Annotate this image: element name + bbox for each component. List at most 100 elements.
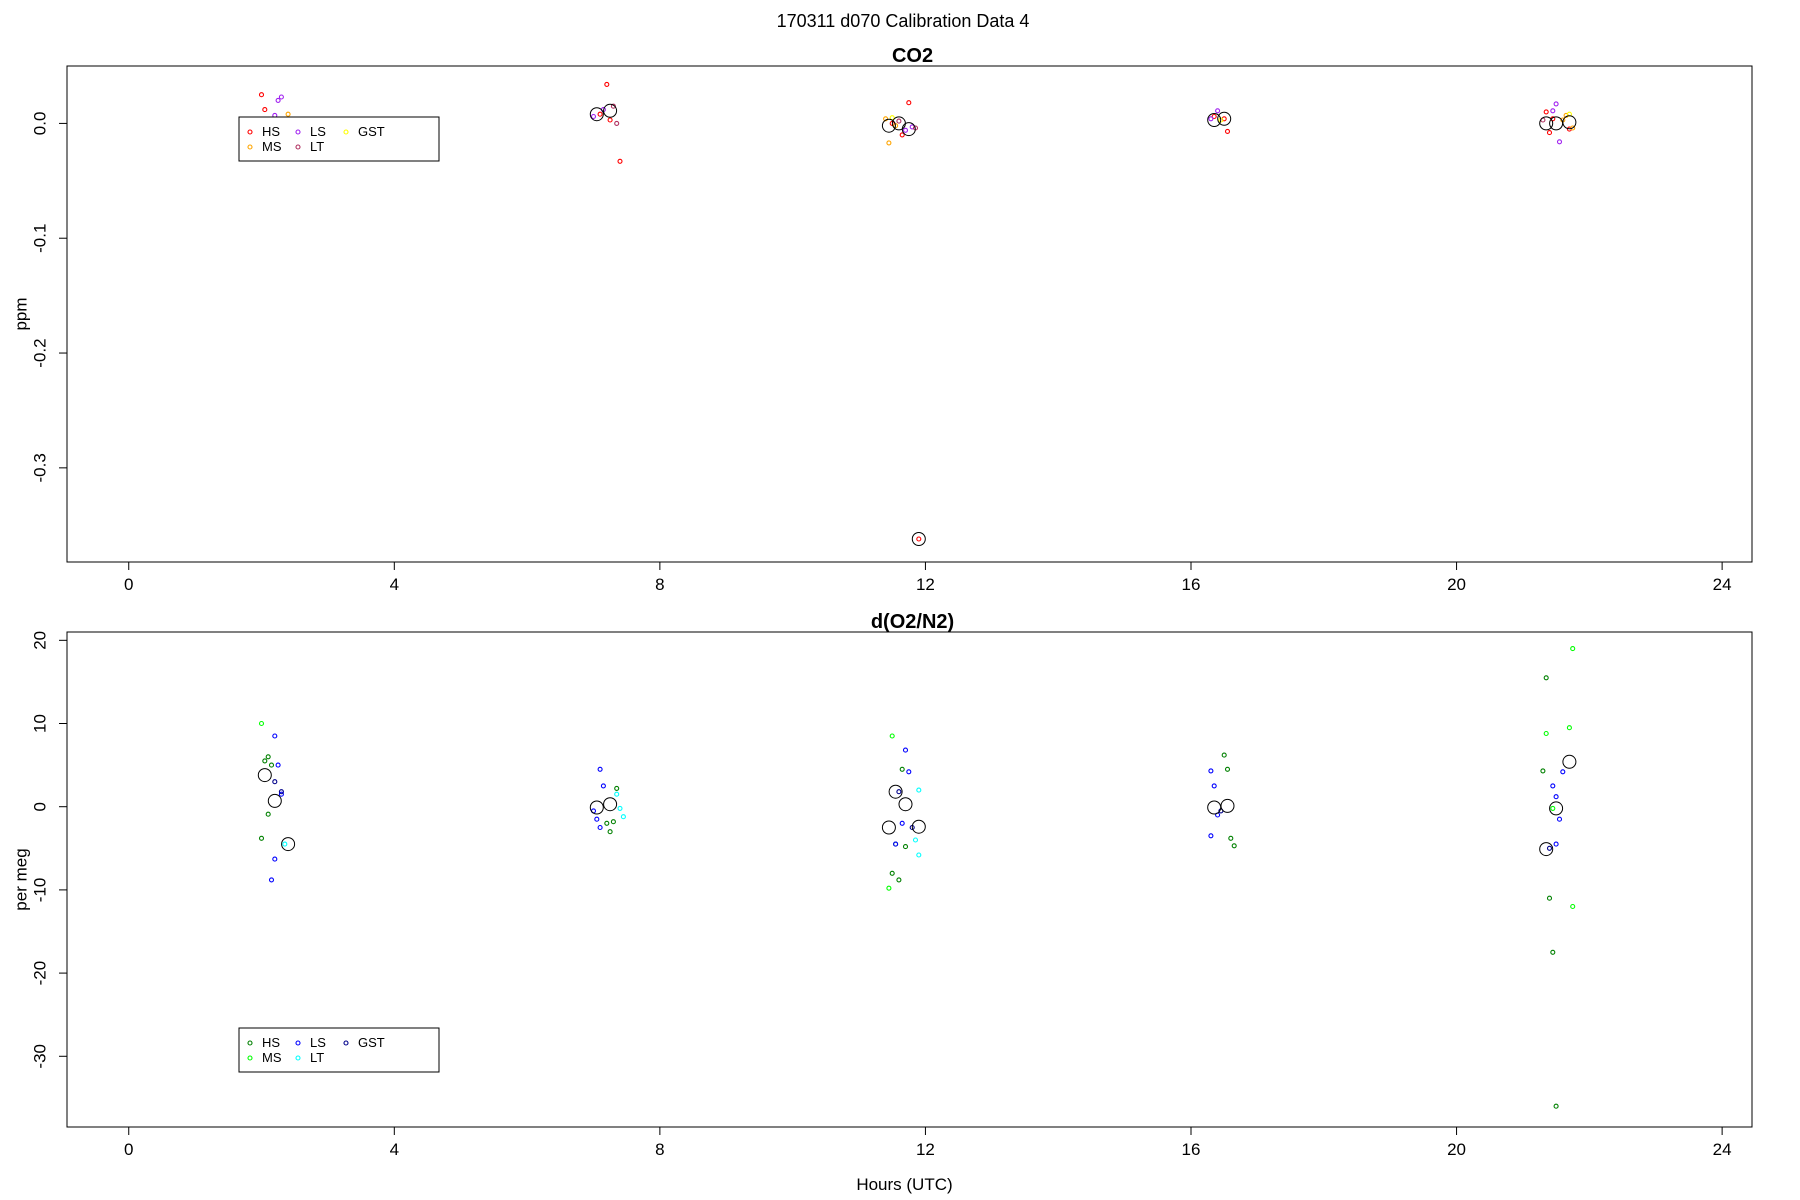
- x-tick-label: 20: [1447, 1140, 1466, 1159]
- data-point: [1231, 843, 1237, 849]
- data-point: [275, 97, 281, 103]
- data-point: [886, 885, 892, 891]
- y-tick-label: 0: [30, 802, 49, 811]
- data-point: [1556, 816, 1563, 822]
- data-point: [272, 779, 278, 785]
- data-point: [1570, 646, 1576, 652]
- series-ls: [272, 94, 1563, 145]
- data-point: [614, 120, 620, 126]
- series-lt: [282, 787, 922, 858]
- data-point: [899, 766, 905, 772]
- legend-marker: [295, 129, 301, 135]
- data-point: [1570, 903, 1576, 910]
- mean-point: [1549, 801, 1564, 816]
- data-point: [902, 127, 909, 133]
- data-point: [607, 829, 613, 835]
- data-point: [272, 856, 278, 862]
- data-point: [278, 791, 284, 797]
- data-point: [1550, 783, 1556, 789]
- legend-marker: [247, 1055, 253, 1061]
- data-point: [265, 811, 271, 817]
- data-point: [262, 758, 268, 764]
- y-tick-label: -30: [30, 1044, 49, 1069]
- data-point: [600, 783, 606, 789]
- data-point: [282, 841, 288, 847]
- data-point: [610, 103, 616, 109]
- y-tick-label: 20: [30, 631, 49, 650]
- data-point: [1553, 794, 1559, 800]
- data-point: [614, 791, 620, 797]
- mean-markers: [257, 754, 1577, 857]
- data-point: [597, 824, 603, 831]
- data-point: [1570, 125, 1576, 131]
- x-tick-label: 8: [655, 575, 664, 594]
- mean-point: [881, 820, 896, 835]
- mean-point: [257, 768, 272, 783]
- mean-point: [603, 103, 618, 118]
- data-point: [1543, 109, 1549, 115]
- data-point: [265, 754, 271, 760]
- x-tick-label: 4: [390, 1140, 399, 1159]
- series-lt: [610, 103, 1546, 131]
- legend-marker: [295, 144, 301, 150]
- data-point: [610, 819, 616, 825]
- series-ls: [268, 733, 1566, 883]
- mean-point: [267, 793, 282, 808]
- o2n2-panel: d(O2/N2) 0 4 8 12 16 20 24 20 10 0 -10 -20 -30 per meg…: [11, 611, 1753, 1194]
- data-point: [617, 158, 623, 164]
- series-ms: [285, 111, 1576, 146]
- legend-box: [238, 1027, 440, 1073]
- y-tick-label: -0.3: [30, 453, 49, 482]
- legend-label: GST: [358, 1035, 385, 1050]
- data-point: [620, 814, 626, 820]
- data-point: [278, 94, 284, 100]
- data-point: [1221, 752, 1227, 758]
- data-point: [1546, 845, 1553, 851]
- data-point: [889, 733, 895, 739]
- data-point: [604, 81, 610, 87]
- x-tick-label: 12: [916, 1140, 935, 1159]
- data-point: [594, 816, 600, 822]
- mean-point: [1549, 116, 1564, 131]
- mean-point: [901, 122, 916, 137]
- x-tick-label: 24: [1713, 1140, 1732, 1159]
- legend-marker: [247, 144, 253, 150]
- legend-label: MS: [262, 1050, 282, 1065]
- data-point: [1224, 766, 1231, 772]
- data-point: [1211, 783, 1217, 789]
- data-point: [597, 766, 603, 772]
- data-point: [1546, 130, 1553, 136]
- panel-title: CO2: [892, 45, 933, 67]
- data-point: [262, 107, 268, 113]
- x-axis-label: Hours (UTC): [856, 1175, 952, 1194]
- data-point: [1553, 1103, 1559, 1109]
- x-tick-label: 0: [124, 575, 133, 594]
- data-point: [1208, 768, 1214, 774]
- mean-point: [1562, 754, 1577, 769]
- mean-point: [1539, 842, 1554, 857]
- data-point: [889, 870, 895, 876]
- data-point: [1550, 108, 1556, 114]
- mean-markers: [589, 103, 1577, 546]
- y-tick-label: 10: [30, 714, 49, 733]
- x-tick-label: 8: [655, 1140, 664, 1159]
- data-point: [590, 113, 597, 120]
- legend-marker: [295, 1040, 301, 1046]
- mean-point: [1562, 115, 1577, 130]
- x-tick-label: 24: [1713, 575, 1732, 594]
- mean-point: [911, 819, 926, 834]
- legend-marker: [343, 1040, 349, 1046]
- series-gst: [272, 779, 1553, 851]
- data-point: [1566, 725, 1572, 731]
- mean-point: [1220, 798, 1235, 813]
- data-point: [899, 820, 905, 826]
- y-tick-label: -0.2: [30, 338, 49, 367]
- data-point: [1228, 835, 1234, 841]
- y-tick-label: -0.1: [30, 224, 49, 253]
- y-tick-label: -20: [30, 961, 49, 986]
- series-hs: [258, 675, 1559, 1109]
- data-point: [1211, 113, 1217, 120]
- data-point: [278, 789, 284, 795]
